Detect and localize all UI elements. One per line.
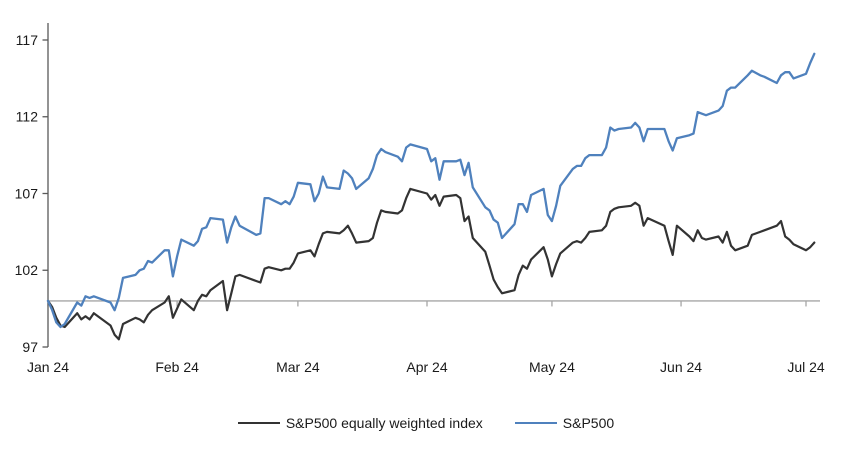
sp500-line — [46, 52, 816, 329]
y-tick-label: 97 — [22, 339, 38, 355]
legend-item-sp500: S&P500 — [514, 415, 615, 431]
y-tick-label: 107 — [15, 185, 39, 201]
y-tick-label: 117 — [16, 32, 39, 48]
equal-weight-line — [46, 187, 816, 341]
legend-label-sp500: S&P500 — [562, 415, 615, 431]
x-tick-label: Jul 24 — [787, 359, 825, 375]
y-tick-label: 102 — [15, 262, 39, 278]
legend: S&P500 equally weighted index S&P500 — [0, 411, 852, 435]
x-tick-label: Feb 24 — [155, 359, 199, 375]
x-tick-label: Jan 24 — [27, 359, 69, 375]
x-tick-label: Apr 24 — [406, 359, 447, 375]
y-tick-label: 112 — [16, 109, 39, 125]
legend-line-swatch-equal-weight — [237, 422, 280, 424]
x-tick-label: Jun 24 — [660, 359, 702, 375]
x-tick-label: Mar 24 — [276, 359, 320, 375]
legend-label-equal-weight: S&P500 equally weighted index — [285, 415, 483, 431]
x-tick-label: May 24 — [529, 359, 575, 375]
legend-item-equal-weight: S&P500 equally weighted index — [237, 415, 483, 431]
legend-line-swatch-sp500 — [514, 422, 557, 424]
